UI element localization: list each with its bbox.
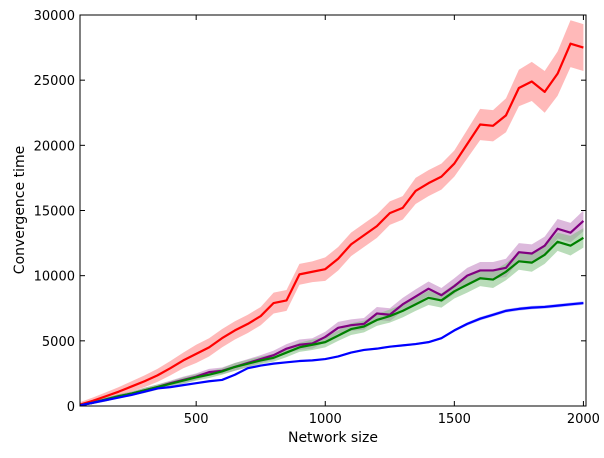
y-axis-label: Convergence time [12, 146, 28, 274]
confidence-bands [80, 20, 584, 406]
y-tick-label: 5000 [42, 335, 75, 350]
y-tick-label: 20000 [34, 139, 75, 154]
series-2-line [80, 236, 584, 406]
y-tick-label: 25000 [34, 74, 75, 89]
x-tick-label: 1000 [309, 412, 342, 427]
series-3-band [80, 301, 584, 406]
series-3-line [80, 301, 584, 406]
y-tick-label: 0 [67, 400, 75, 415]
axes [79, 14, 587, 407]
x-tick-label: 2000 [567, 412, 600, 427]
x-axis-label: Network size [288, 430, 378, 446]
ticks: 500 1000 1500 20000500010000150002000025000… [34, 9, 600, 427]
series-0-line [80, 42, 584, 406]
y-tick-label: 10000 [34, 270, 75, 285]
series-0-band [80, 20, 584, 406]
series-lines [80, 42, 585, 406]
x-tick-label: 1500 [438, 412, 471, 427]
y-tick-label: 30000 [34, 9, 75, 24]
plot-frame [79, 14, 587, 407]
x-tick-label: 500 [184, 412, 209, 427]
y-tick-label: 15000 [34, 205, 75, 220]
